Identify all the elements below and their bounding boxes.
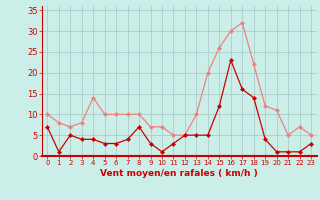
X-axis label: Vent moyen/en rafales ( km/h ): Vent moyen/en rafales ( km/h ) bbox=[100, 169, 258, 178]
